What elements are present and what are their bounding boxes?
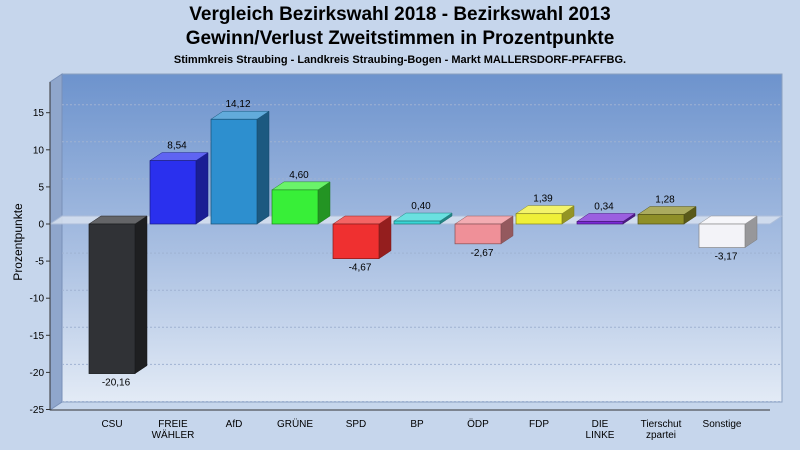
x-tick-label: zpartei	[646, 430, 676, 441]
data-label: -4,67	[349, 263, 372, 274]
bar	[576, 221, 624, 225]
bar	[271, 189, 319, 225]
x-tick-label: AfD	[226, 419, 243, 430]
x-tick-label: LINKE	[586, 430, 615, 441]
x-tick-label: WÄHLER	[152, 429, 195, 441]
data-label: 14,12	[225, 99, 250, 110]
x-tick-label: Tierschut	[641, 419, 682, 430]
bar	[88, 223, 136, 374]
bar	[149, 160, 197, 225]
bar-side	[195, 152, 209, 225]
data-label: -2,67	[471, 248, 494, 259]
bar	[637, 214, 685, 225]
chart-title-line1: Vergleich Bezirkswahl 2018 - Bezirkswahl…	[189, 4, 611, 25]
y-tick-label: 5	[38, 182, 44, 193]
data-label: -3,17	[715, 252, 738, 263]
y-tick-label: 15	[33, 108, 45, 119]
data-label: 8,54	[167, 141, 187, 152]
y-tick-label: -5	[35, 257, 44, 268]
x-tick-label: DIE	[592, 419, 609, 430]
x-tick-label: FDP	[529, 419, 549, 430]
data-label: 0,34	[594, 201, 614, 212]
x-tick-label: ÖDP	[467, 418, 489, 430]
x-tick-label: SPD	[346, 419, 367, 430]
data-label: 1,39	[533, 194, 553, 205]
y-tick-label: -15	[30, 331, 45, 342]
plot-background	[61, 73, 783, 403]
x-tick-label: CSU	[101, 419, 122, 430]
data-label: -20,16	[102, 378, 131, 389]
y-tick-label: 10	[33, 145, 45, 156]
y-tick-label: -20	[30, 368, 45, 379]
bar	[454, 223, 502, 245]
plot-side-wall	[49, 73, 63, 411]
data-label: 0,40	[411, 201, 431, 212]
x-tick-label: Sonstige	[703, 419, 742, 430]
x-tick-label: BP	[410, 419, 424, 430]
y-axis-label: Prozentpunkte	[11, 203, 25, 281]
chart-subtitle: Stimmkreis Straubing - Landkreis Straubi…	[173, 54, 627, 66]
x-tick-label: GRÜNE	[277, 418, 313, 430]
data-label: 4,60	[289, 170, 309, 181]
bar	[210, 118, 258, 225]
y-tick-label: -10	[30, 294, 45, 305]
y-tick-label: 0	[38, 220, 44, 231]
bar	[332, 223, 380, 260]
bar	[393, 220, 441, 225]
bar-side	[256, 110, 270, 225]
y-tick-label: -25	[30, 405, 45, 416]
data-label: 1,28	[655, 195, 675, 206]
x-tick-label: FREIE	[158, 419, 188, 430]
bar	[698, 223, 746, 248]
bar-side	[134, 215, 148, 375]
chart-title-line2: Gewinn/Verlust Zweitstimmen in Prozentpu…	[185, 28, 615, 49]
bar	[515, 213, 563, 225]
